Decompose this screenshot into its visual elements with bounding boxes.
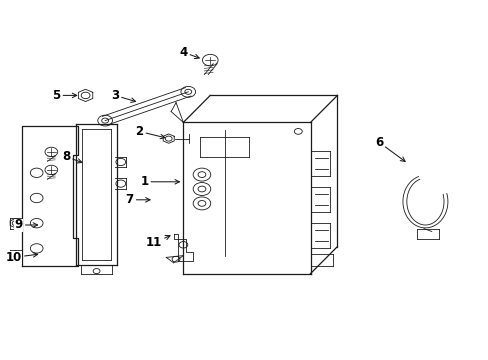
Text: 9: 9 <box>15 219 38 231</box>
Text: 10: 10 <box>5 251 38 264</box>
Text: 7: 7 <box>125 193 150 206</box>
Text: 8: 8 <box>62 150 81 163</box>
Text: 5: 5 <box>52 89 77 102</box>
Text: 11: 11 <box>145 235 170 249</box>
Text: 2: 2 <box>135 125 164 139</box>
Text: 4: 4 <box>179 46 199 59</box>
Text: 1: 1 <box>140 175 179 188</box>
Text: 3: 3 <box>111 89 135 102</box>
Text: 6: 6 <box>374 136 405 162</box>
